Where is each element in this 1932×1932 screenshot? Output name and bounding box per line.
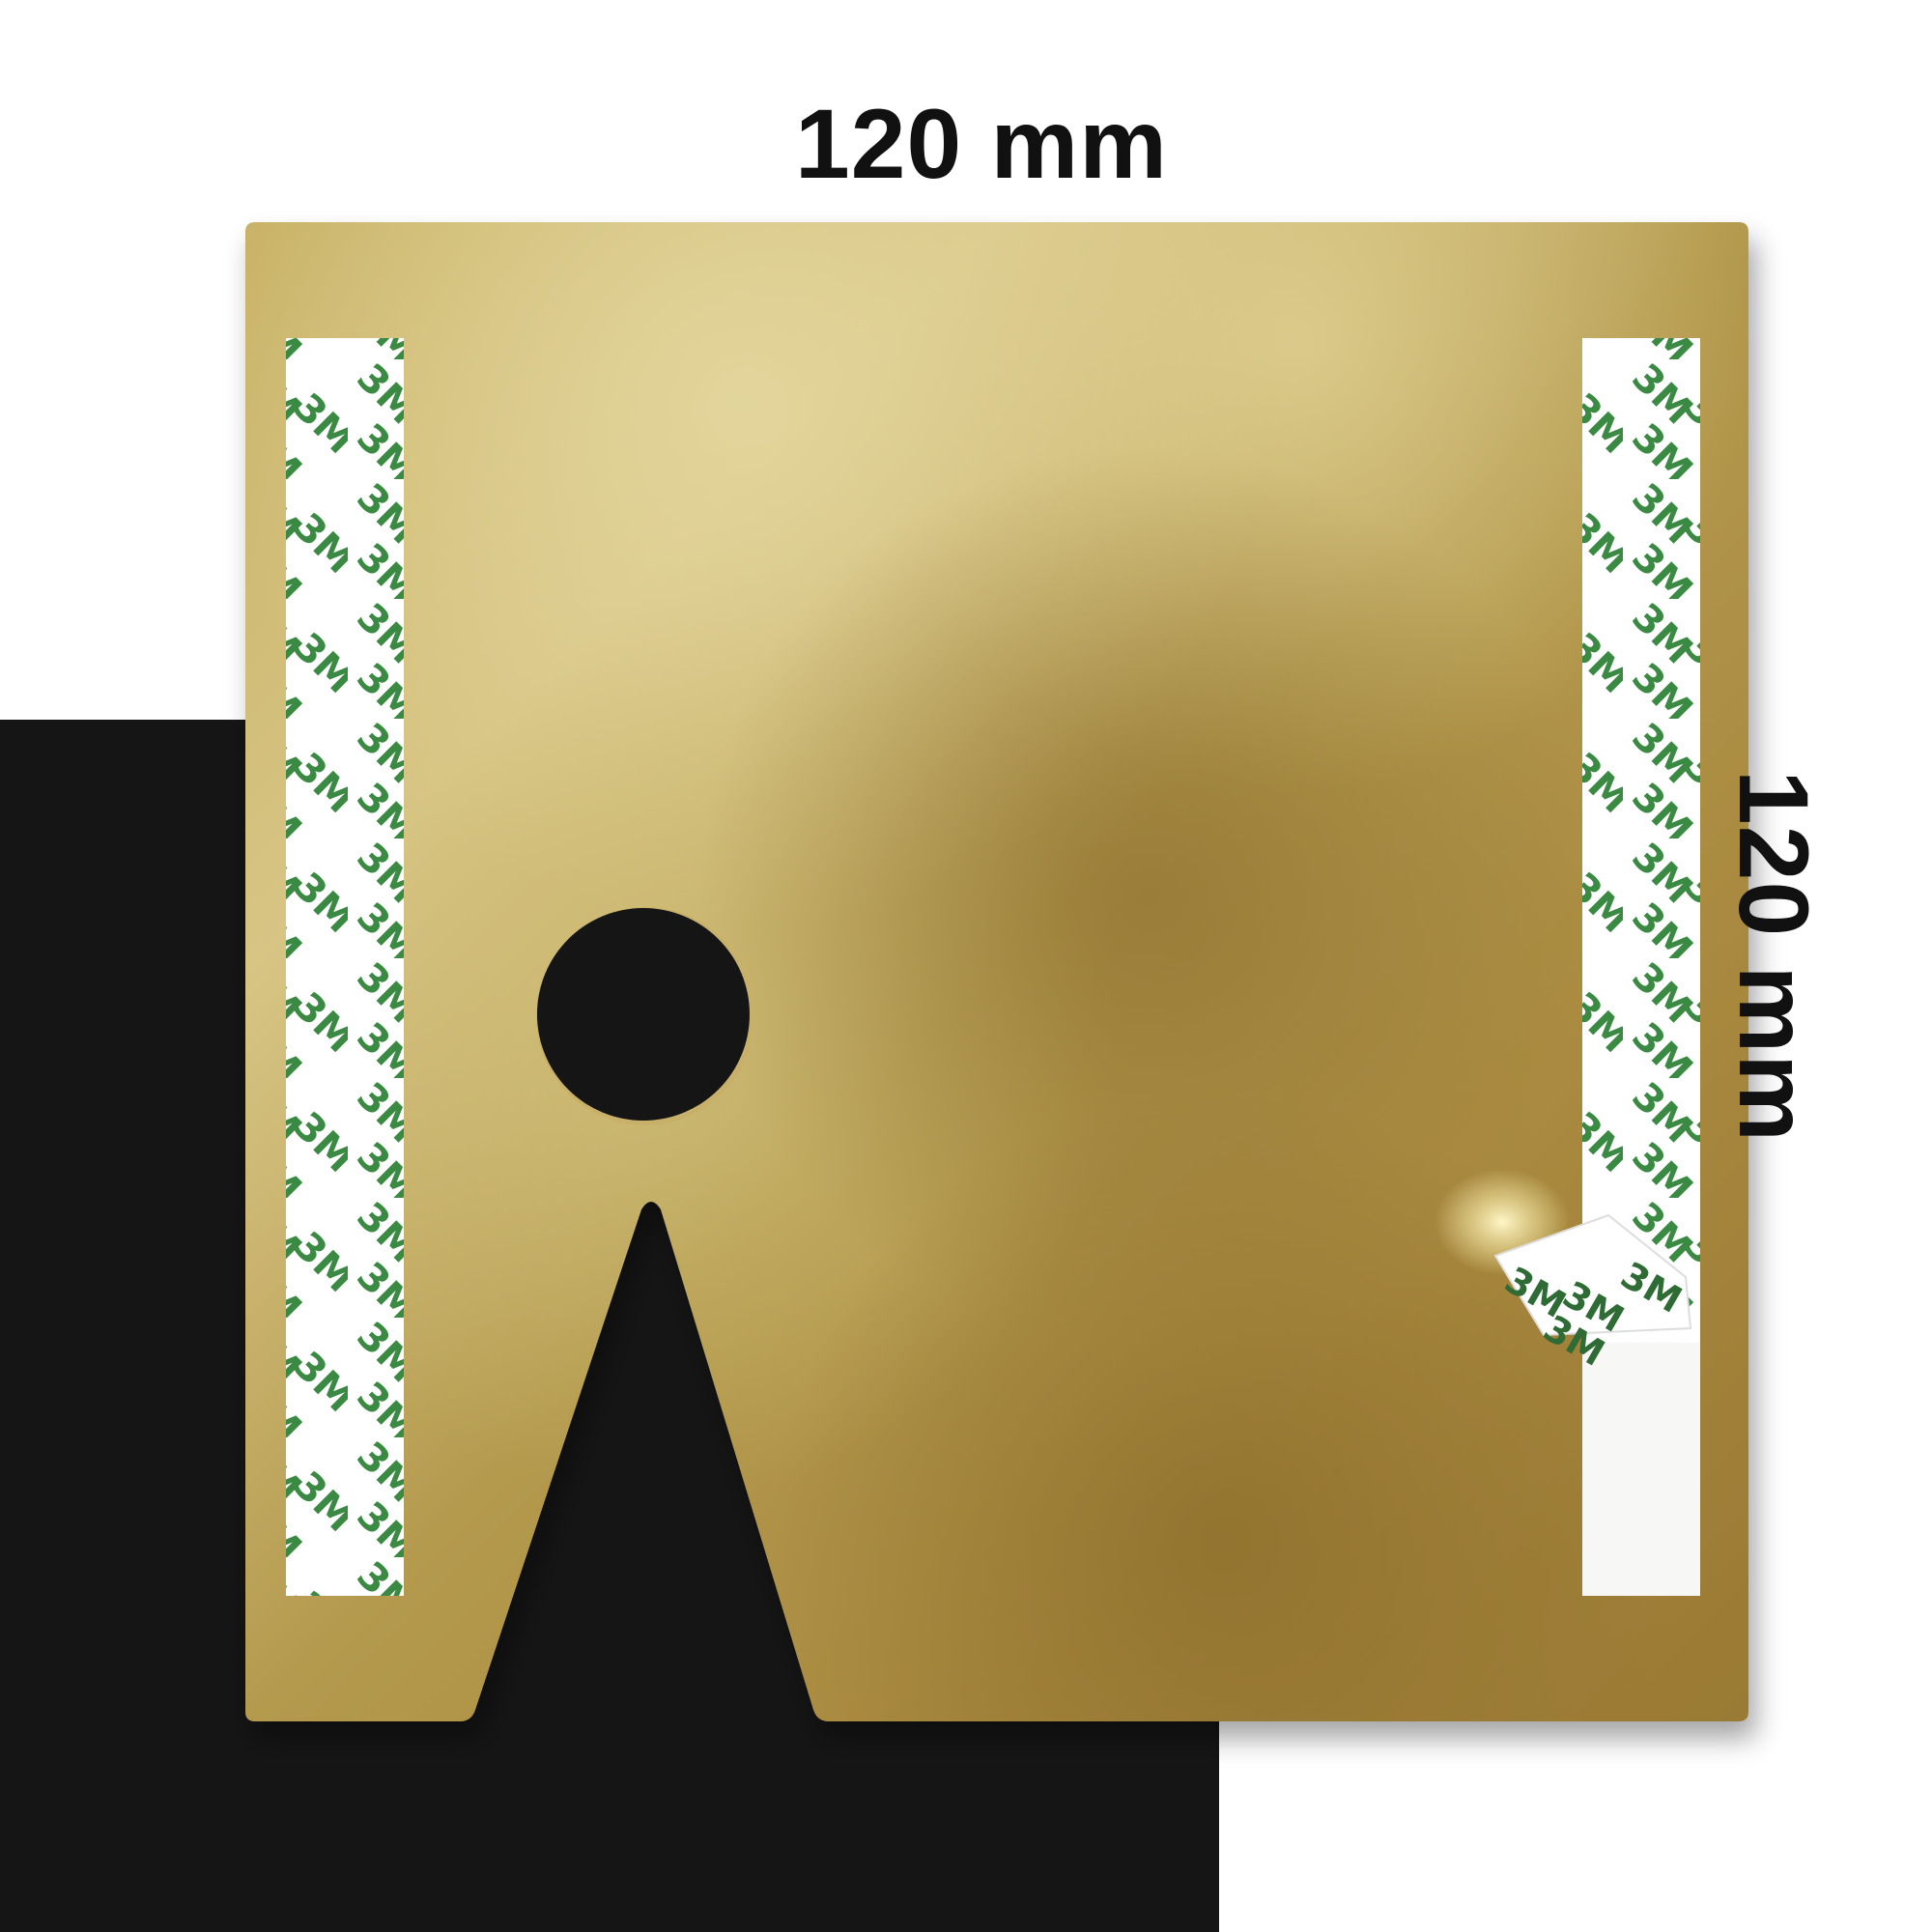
- mounting-hole: [536, 907, 754, 1125]
- left-adhesive-tape: [286, 338, 404, 1596]
- height-dimension-label: 120 mm: [1719, 770, 1829, 1143]
- right-adhesive-tape: [1582, 338, 1700, 1596]
- peeled-tape-corner: 3M 3M 3M 3M: [1493, 1213, 1692, 1375]
- width-dimension-label: 120 mm: [795, 89, 1168, 199]
